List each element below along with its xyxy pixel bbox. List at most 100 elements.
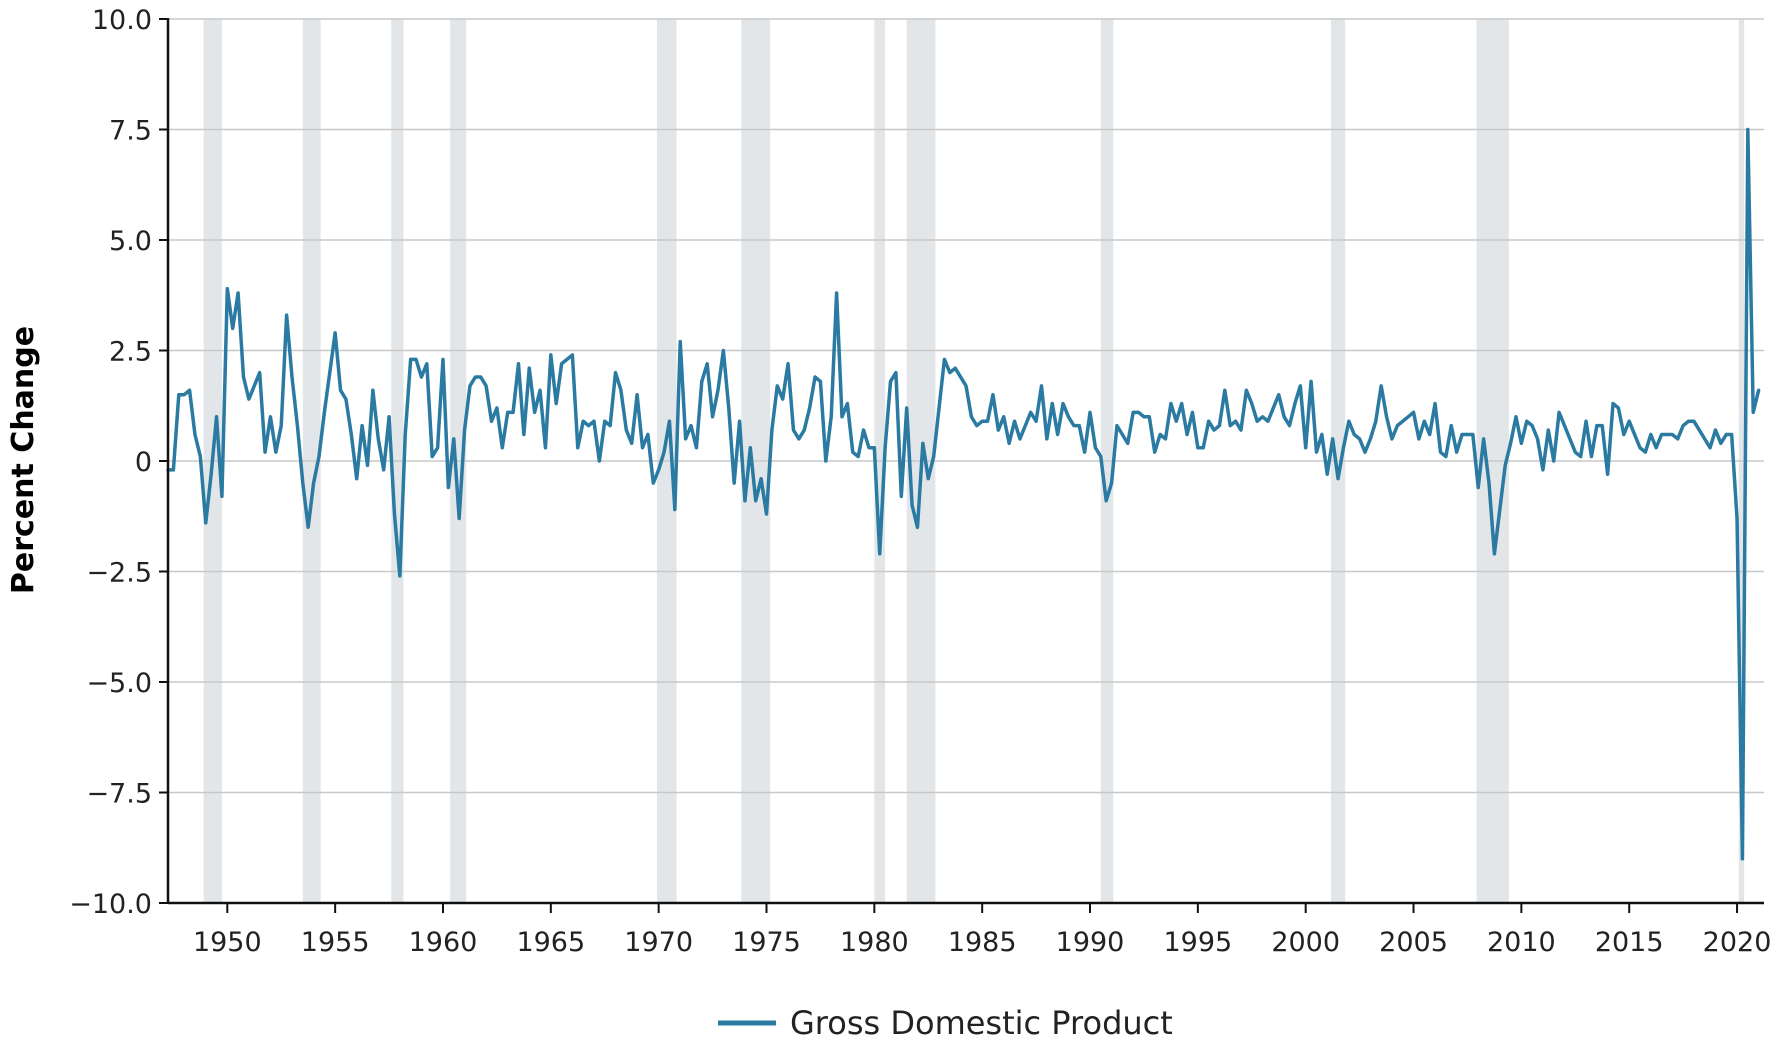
data-point	[1234, 420, 1237, 423]
data-point	[997, 429, 1000, 431]
x-tick-label-0: 1950	[193, 927, 262, 958]
x-tick-label-13: 2015	[1595, 927, 1664, 958]
data-point	[420, 376, 423, 378]
data-point	[1423, 420, 1426, 423]
data-point	[550, 354, 552, 356]
data-point	[878, 553, 881, 555]
data-point	[1353, 433, 1356, 436]
data-point	[582, 420, 584, 423]
data-point	[1374, 420, 1377, 423]
x-tick-label-11: 2005	[1379, 927, 1448, 958]
data-point	[749, 446, 752, 449]
data-point	[517, 362, 520, 365]
x-tick-label-2: 1960	[409, 927, 478, 958]
data-point	[1639, 446, 1641, 449]
data-point	[1401, 420, 1404, 423]
data-point	[652, 482, 655, 484]
data-point	[355, 477, 358, 480]
data-point	[744, 499, 746, 502]
data-point	[760, 477, 762, 480]
data-point	[884, 446, 886, 449]
y-tick-label-8: −10.0	[69, 889, 152, 920]
data-point	[593, 420, 595, 423]
legend: Gross Domestic Product	[718, 1004, 1173, 1042]
data-point	[463, 429, 466, 431]
data-point	[258, 371, 261, 374]
data-point	[1299, 385, 1302, 387]
data-point	[431, 455, 434, 458]
data-point	[1288, 424, 1291, 427]
data-point	[603, 420, 606, 423]
data-point	[771, 429, 773, 431]
data-point	[291, 376, 293, 378]
data-point	[792, 429, 795, 431]
data-point	[754, 499, 757, 502]
data-point	[1418, 438, 1420, 440]
data-point	[1326, 473, 1329, 476]
data-point	[787, 362, 789, 365]
data-point	[1067, 416, 1070, 418]
data-point	[1736, 517, 1738, 520]
data-point	[485, 385, 487, 387]
data-point	[1046, 438, 1048, 440]
data-point	[1116, 424, 1118, 427]
x-tick-label-3: 1965	[516, 927, 585, 958]
data-point	[1671, 433, 1674, 436]
data-point	[781, 398, 784, 400]
data-point	[808, 407, 811, 409]
data-point	[695, 446, 698, 449]
data-point	[1364, 451, 1366, 453]
data-point	[895, 371, 897, 374]
data-point	[1062, 402, 1064, 405]
data-point	[1089, 411, 1091, 414]
x-tick-label-5: 1975	[732, 927, 801, 958]
data-point	[1633, 433, 1636, 436]
data-point	[1267, 420, 1269, 423]
data-point	[404, 433, 407, 436]
data-point	[1245, 389, 1248, 392]
data-point	[1073, 424, 1075, 427]
data-point	[1644, 451, 1647, 453]
data-point	[905, 407, 908, 409]
data-point	[1191, 411, 1194, 414]
data-point	[1175, 420, 1178, 423]
y-tick-label-7: −7.5	[86, 779, 152, 810]
data-point	[1019, 438, 1021, 440]
data-point	[1358, 438, 1361, 440]
data-point	[490, 420, 493, 423]
data-point	[1558, 411, 1560, 414]
data-point	[1380, 385, 1382, 387]
data-point	[328, 371, 331, 374]
data-point	[194, 433, 196, 436]
data-point	[1563, 424, 1566, 427]
data-point	[544, 446, 547, 449]
axes	[166, 18, 1764, 905]
data-point	[576, 446, 579, 449]
x-tick-label-4: 1970	[624, 927, 693, 958]
data-point	[533, 411, 536, 414]
x-tick-labels: 1950 1955 1960 1965 1970 1975 1980 1985 1990 1995…	[193, 903, 1771, 958]
data-point	[1407, 416, 1409, 418]
data-point	[943, 358, 946, 361]
data-point	[388, 416, 390, 418]
data-point	[711, 416, 714, 418]
data-point	[1029, 411, 1032, 414]
data-point	[1132, 411, 1134, 414]
data-point	[1056, 433, 1059, 436]
data-point	[1180, 402, 1183, 405]
series-points-gdp	[167, 128, 1760, 860]
y-tick-label-5: −2.5	[86, 558, 152, 589]
data-point	[506, 411, 509, 414]
data-point	[1525, 420, 1528, 423]
data-point	[253, 385, 256, 387]
data-point	[199, 455, 202, 458]
x-tick-label-7: 1985	[948, 927, 1017, 958]
data-point	[1520, 442, 1523, 445]
data-point	[1202, 446, 1205, 449]
data-point	[625, 429, 628, 431]
data-point	[1612, 402, 1614, 405]
data-point	[1606, 473, 1609, 476]
data-point	[318, 455, 320, 458]
data-point	[1250, 402, 1253, 405]
